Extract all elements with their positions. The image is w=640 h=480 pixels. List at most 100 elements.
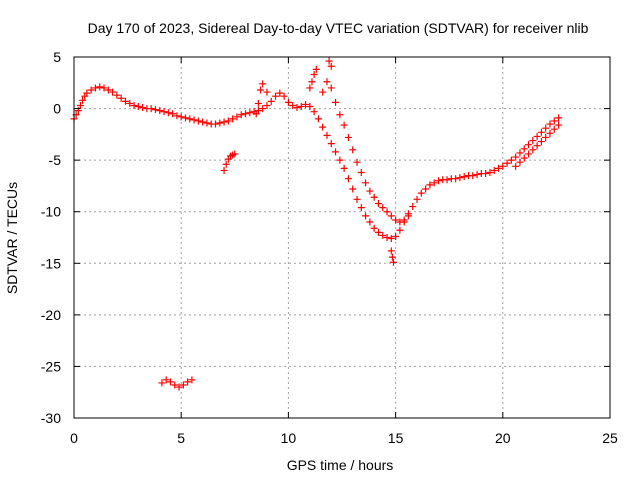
data-point	[340, 121, 348, 129]
data-point	[357, 204, 365, 212]
data-point	[312, 65, 320, 73]
data-point	[362, 179, 370, 187]
data-point	[482, 170, 490, 178]
data-point	[252, 110, 260, 118]
plot-frame	[73, 56, 611, 419]
data-point	[186, 115, 194, 123]
data-point	[91, 84, 99, 92]
x-tick-label: 25	[602, 430, 618, 446]
data-point	[179, 381, 187, 389]
data-point	[512, 153, 520, 161]
data-point	[158, 379, 166, 387]
data-point	[164, 109, 172, 117]
data-point	[162, 376, 170, 384]
data-point	[319, 88, 327, 96]
series-upper-right	[512, 121, 563, 170]
data-point	[490, 166, 498, 174]
data-point	[512, 162, 520, 170]
data-point	[267, 97, 275, 105]
data-point	[126, 99, 134, 107]
data-point	[404, 212, 412, 220]
series-main	[70, 83, 563, 243]
data-point	[443, 176, 451, 184]
data-point	[231, 150, 239, 158]
chart-title: Day 170 of 2023, Sidereal Day-to-day VTE…	[88, 20, 589, 36]
data-point	[379, 231, 387, 239]
data-point	[104, 86, 112, 94]
data-point	[353, 158, 361, 166]
data-point	[383, 208, 391, 216]
series-high-branch	[306, 57, 335, 92]
series-segment-7h	[220, 150, 239, 174]
data-point	[229, 115, 237, 123]
data-point	[533, 142, 541, 150]
data-point	[263, 88, 271, 96]
grid	[74, 57, 610, 418]
data-point	[426, 181, 434, 189]
data-point	[237, 111, 245, 119]
data-point	[555, 121, 563, 129]
series-secondary	[319, 78, 412, 226]
data-point	[529, 146, 537, 154]
x-tick-label: 10	[281, 430, 297, 446]
data-point	[370, 224, 378, 232]
data-point	[194, 117, 202, 125]
data-point	[344, 175, 352, 183]
data-point	[546, 129, 554, 137]
y-tick-label: -20	[41, 307, 61, 323]
data-point	[520, 154, 528, 162]
data-point	[302, 100, 310, 108]
data-point	[171, 381, 179, 389]
data-point	[550, 117, 558, 125]
data-point	[520, 145, 528, 153]
y-tick-label: -5	[49, 152, 62, 168]
data-point	[100, 84, 108, 92]
data-point	[216, 119, 224, 127]
data-point	[413, 195, 421, 203]
data-point	[323, 131, 331, 139]
data-point	[233, 113, 241, 121]
data-point	[289, 101, 297, 109]
data-point	[379, 204, 387, 212]
data-point	[190, 116, 198, 124]
data-point	[529, 137, 537, 145]
data-point	[310, 108, 318, 116]
ticks: 0 5 10 15 20 25 -30 -25 -20 -15 -10 -5 0 5	[41, 49, 618, 446]
data-point	[340, 164, 348, 172]
data-point	[383, 234, 391, 241]
data-point	[276, 89, 284, 97]
y-tick-label: 5	[53, 49, 61, 65]
data-point	[362, 212, 370, 220]
data-point	[280, 92, 288, 100]
data-point	[550, 125, 558, 133]
data-point	[555, 114, 563, 122]
data-point	[139, 104, 147, 112]
data-point	[175, 383, 183, 391]
data-point	[516, 149, 524, 157]
data-point	[336, 111, 344, 119]
data-point	[254, 99, 262, 107]
data-point	[417, 189, 425, 197]
data-point	[134, 103, 142, 111]
data-point	[319, 123, 327, 131]
data-point	[203, 119, 211, 127]
data-point	[503, 159, 511, 167]
y-tick-label: -25	[41, 358, 61, 374]
data-point	[151, 106, 159, 114]
data-point	[392, 216, 400, 224]
series-spike-8.5h	[252, 80, 271, 118]
data-point	[516, 158, 524, 166]
data-point	[242, 110, 250, 118]
data-point	[357, 169, 365, 177]
y-tick-label: -10	[41, 204, 61, 220]
data-point	[117, 94, 125, 102]
data-point	[87, 86, 95, 94]
data-point	[297, 103, 305, 111]
data-point	[259, 105, 267, 113]
data-point	[525, 141, 533, 149]
data-point	[181, 114, 189, 122]
data-point	[325, 57, 333, 65]
data-point	[96, 83, 104, 91]
data-point	[499, 162, 507, 170]
